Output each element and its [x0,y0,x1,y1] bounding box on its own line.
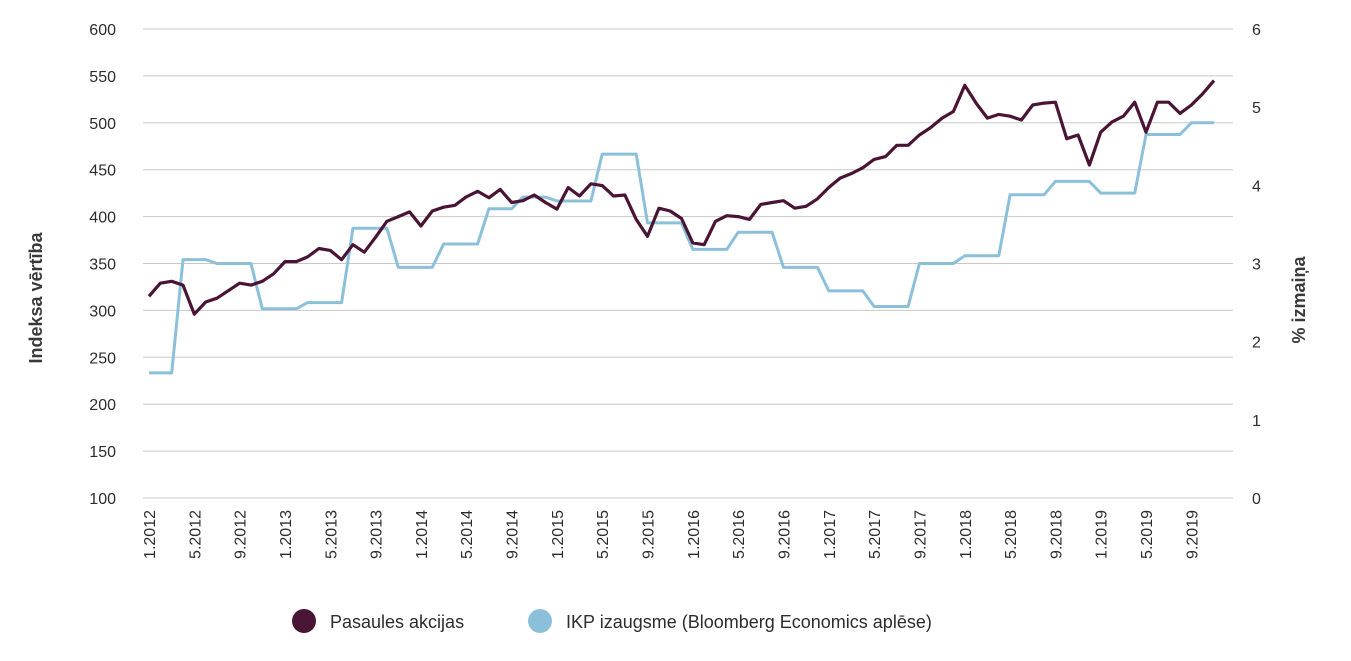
x-tick-label: 9.2012 [233,510,250,559]
x-tick-label: 1.2012 [142,510,159,559]
x-tick-label: 5.2019 [1139,510,1156,559]
left-axis-ticks: 100 150 200 250 300 350 400 450 500 550 600 [89,22,116,508]
left-tick-label: 500 [89,116,116,133]
x-tick-label: 5.2016 [731,510,748,559]
series-lines [147,79,1216,375]
series-line-gdp [149,121,1214,375]
right-tick-label: 0 [1252,491,1261,508]
x-tick-label: 5.2015 [595,510,612,559]
left-tick-label: 100 [89,491,116,508]
x-tick-label: 5.2013 [323,510,340,559]
left-tick-label: 250 [89,350,116,367]
x-tick-label: 1.2013 [278,510,295,559]
legend-label-gdp: IKP izaugsme (Bloomberg Economics aplēse… [566,612,932,632]
x-tick-label: 1.2016 [686,510,703,559]
right-tick-label: 6 [1252,22,1261,39]
legend-marker-gdp [528,609,552,633]
x-tick-label: 1.2017 [822,510,839,559]
left-tick-label: 350 [89,257,116,274]
legend-marker-stocks [292,609,316,633]
gridlines [143,28,1233,499]
x-tick-label: 5.2018 [1003,510,1020,559]
right-tick-label: 5 [1252,100,1261,117]
left-tick-label: 550 [89,69,116,86]
x-tick-label: 9.2016 [776,510,793,559]
left-tick-label: 150 [89,444,116,461]
left-tick-label: 300 [89,303,116,320]
right-axis-title: % izmaiņa [1289,255,1309,343]
right-axis-ticks: 0 1 2 3 4 5 6 [1252,22,1261,508]
series-line-stocks [147,79,1216,316]
legend: Pasaules akcijas IKP izaugsme (Bloomberg… [292,609,932,633]
right-tick-label: 2 [1252,335,1261,352]
x-axis-ticks: 1.2012 5.2012 9.2012 1.2013 5.2013 9.2013 1.20… [142,510,1201,559]
x-tick-label: 5.2014 [459,510,476,559]
x-tick-label: 9.2017 [912,510,929,559]
x-tick-label: 5.2012 [187,510,204,559]
x-tick-label: 1.2019 [1094,510,1111,559]
right-tick-label: 1 [1252,413,1261,430]
left-tick-label: 200 [89,397,116,414]
left-tick-label: 450 [89,163,116,180]
x-tick-label: 1.2015 [550,510,567,559]
x-tick-label: 9.2015 [641,510,658,559]
left-tick-label: 600 [89,22,116,39]
x-tick-label: 9.2018 [1048,510,1065,559]
right-tick-label: 4 [1252,178,1261,195]
x-tick-label: 1.2014 [414,510,431,559]
x-tick-label: 9.2014 [505,510,522,559]
x-tick-label: 9.2013 [369,510,386,559]
left-axis-title: Indeksa vērtība [26,231,46,363]
right-tick-label: 3 [1252,257,1261,274]
x-tick-label: 1.2018 [958,510,975,559]
x-tick-label: 5.2017 [867,510,884,559]
legend-label-stocks: Pasaules akcijas [330,612,464,632]
left-tick-label: 400 [89,210,116,227]
x-tick-label: 9.2019 [1184,510,1201,559]
